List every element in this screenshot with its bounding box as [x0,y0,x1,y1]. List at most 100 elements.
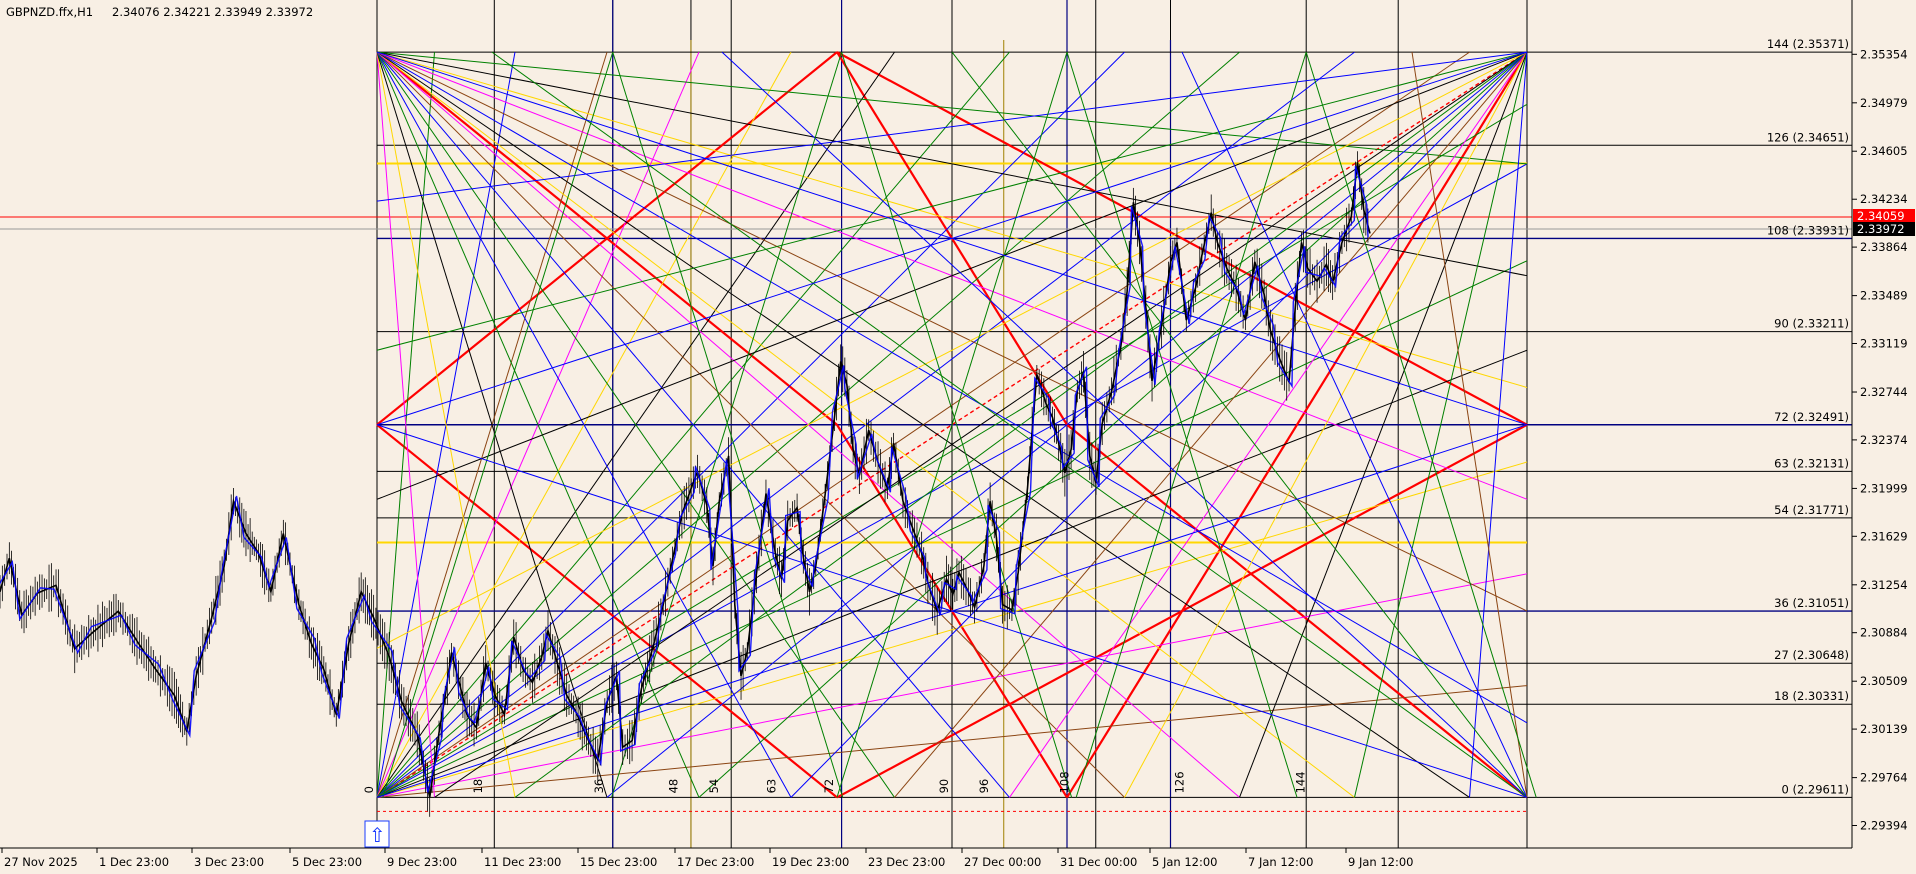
gann-level-label: 18 (2.30331) [1774,689,1849,703]
price-tick-label: 2.33119 [1860,336,1908,350]
time-axis: 27 Nov 2025 1 Dec 23:00 3 Dec 23:00 5 Dec 2… [1,848,1414,869]
time-tick-label: 1 Dec 23:00 [99,855,169,869]
time-tick-label: 9 Dec 23:00 [387,855,457,869]
price-tick-label: 2.29764 [1860,771,1908,785]
gann-level-label: 63 (2.32131) [1774,456,1849,470]
gann-count-label: 144 [1294,771,1308,793]
time-tick-label: 27 Dec 00:00 [964,855,1041,869]
blue-cross-line [376,51,1528,426]
price-tick-label: 2.32374 [1860,433,1908,447]
green-v-line [1066,51,1298,798]
price-tick-label: 2.34234 [1860,192,1908,206]
green-v-line [1305,51,1537,798]
gann-count-label: 18 [471,779,485,794]
current-price-tag: 2.33972 [1853,222,1915,236]
bid-tag-text: 2.34059 [1857,209,1905,223]
price-tick-label: 2.29394 [1860,818,1908,832]
fan-line-top-left [376,52,435,798]
gann-count-label: 0 [362,786,376,793]
time-tick-label: 27 Nov 2025 [4,855,78,869]
gann-anchor-arrow-icon[interactable]: ⇧ [364,820,390,848]
fan-line-top-right [790,51,1528,798]
fan-line-bottom-right [721,51,1528,798]
gann-count-label: 63 [765,779,779,794]
gann-level-label: 72 (2.32491) [1774,410,1849,424]
gann-red-diamond [376,423,838,799]
blue-cross-line [376,424,1528,798]
time-tick-label: 9 Jan 12:00 [1348,855,1414,869]
price-tick-label: 2.34605 [1860,144,1908,158]
bid-price-tag: 2.34059 [1853,209,1915,223]
fan-line-top-right [376,51,1528,202]
price-axis: 2.35354 2.34979 2.34605 2.34234 2.33864 2.334… [1852,47,1908,832]
gann-grid [0,0,1852,848]
price-tick-label: 2.33864 [1860,240,1908,254]
time-tick-label: 7 Jan 12:00 [1248,855,1314,869]
price-series [0,151,1371,817]
time-tick-label: 3 Dec 23:00 [194,855,264,869]
gann-red-diamond [1066,423,1528,799]
gann-count-label: 108 [1058,771,1072,793]
price-tick-label: 2.31254 [1860,578,1908,592]
zigzag-black [0,162,1371,798]
price-tick-label: 2.31999 [1860,481,1908,495]
fan-line-top-right [894,51,1528,798]
gann-level-label: 54 (2.31771) [1774,503,1849,517]
fan-line-bottom-right [1181,51,1528,798]
price-tick-label: 2.32744 [1860,385,1908,399]
fan-line-top-left [376,51,608,798]
ohlc-values: 2.34076 2.34221 2.33949 2.33972 [112,5,313,19]
price-tick-label: 2.30884 [1860,626,1908,640]
time-tick-label: 15 Dec 23:00 [580,855,657,869]
price-tick-label: 2.34979 [1860,96,1908,110]
zigzag-blue [0,165,1369,793]
gann-level-label: 27 (2.30648) [1774,648,1849,662]
green-v-line [841,51,1073,798]
time-tick-label: 19 Dec 23:00 [772,855,849,869]
gann-count-label: 54 [707,779,721,794]
fan-line-bottom-left [376,103,1528,798]
fan-line-top-left [376,51,1528,277]
fan-line-top-left [376,51,1528,612]
gann-level-label: 36 (2.31051) [1774,596,1849,610]
fan-line-top-left [376,51,1528,388]
fan-line-top-right [1469,52,1528,798]
green-v-line [382,51,614,798]
symbol-label: GBPNZD.ffx,H1 [6,5,93,19]
fan-line-top-right [1124,51,1528,798]
current-tag-box [1853,222,1915,236]
gann-level-label: 144 (2.35371) [1767,37,1849,51]
level-labels: 144 (2.35371) 126 (2.34651) 108 (2.33931) 9… [362,37,1849,796]
fan-line-top-right [698,51,1528,798]
gann-count-label: 90 [937,779,951,794]
gann-count-label: 72 [822,779,836,794]
fan-line-top-left [376,51,1528,724]
price-tick-label: 2.30509 [1860,674,1908,688]
price-tick-label: 2.31629 [1860,529,1908,543]
time-tick-label: 5 Dec 23:00 [292,855,362,869]
fan-line-top-left [376,51,792,798]
time-tick-label: 11 Dec 23:00 [484,855,561,869]
fan-line-top-left [376,51,1010,798]
fan-line-bottom-right [491,51,1528,798]
time-tick-label: 5 Jan 12:00 [1152,855,1218,869]
fan-line-top-right [376,51,1528,500]
gann-count-label: 96 [977,779,991,794]
fan-line-bottom-left [376,685,1528,798]
time-tick-label: 31 Dec 00:00 [1060,855,1137,869]
green-v-line [836,51,1068,798]
gann-level-label: 126 (2.34651) [1767,130,1849,144]
anchor-icon-box [364,820,390,848]
time-tick-label: 17 Dec 23:00 [677,855,754,869]
price-tick-label: 2.35354 [1860,47,1908,61]
fan-line-top-left [376,51,895,798]
gann-level-label: 90 (2.33211) [1774,317,1849,331]
gann-red-diamond [376,51,838,426]
bid-tag-box [1853,209,1915,223]
price-tick-label: 2.33489 [1860,289,1908,303]
gann-count-label: 48 [667,779,681,794]
fan-line-top-right [1009,51,1528,798]
